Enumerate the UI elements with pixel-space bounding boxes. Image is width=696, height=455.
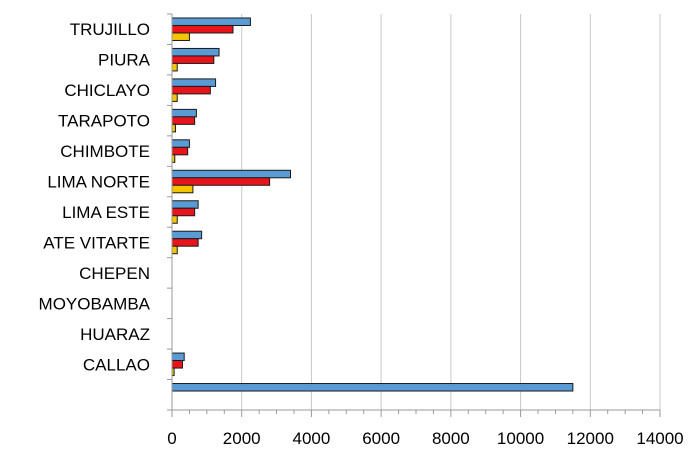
bar (171, 352, 185, 362)
bar (171, 184, 194, 194)
bar (171, 238, 199, 247)
category-label: HUARAZ (80, 325, 150, 344)
x-tick-label: 10000 (497, 429, 544, 448)
bar (171, 93, 178, 102)
x-tick-label: 12000 (567, 429, 614, 448)
bar (171, 215, 178, 224)
gridlines (241, 14, 661, 410)
bar (171, 85, 211, 95)
bar (171, 383, 574, 392)
bar (171, 78, 217, 87)
x-tick-label: 8000 (432, 429, 470, 448)
bar (171, 169, 292, 179)
category-label: CALLAO (83, 355, 150, 374)
bar-series (171, 17, 574, 392)
bar (171, 55, 215, 64)
bar (171, 245, 178, 255)
bar (171, 177, 271, 186)
x-tick-label: 4000 (293, 429, 331, 448)
bar (171, 116, 196, 125)
x-tick-labels: 0 2000 4000 6000 8000 10000 12000 14000 (167, 429, 683, 448)
category-label: CHIMBOTE (60, 142, 150, 161)
x-tick-label: 2000 (223, 429, 261, 448)
bar (171, 17, 251, 26)
bar (171, 32, 190, 41)
category-label: TRUJILLO (70, 20, 150, 39)
category-label: MOYOBAMBA (39, 294, 151, 313)
bar (171, 200, 199, 209)
category-label: CHEPEN (79, 264, 150, 283)
category-label: CHICLAYO (64, 81, 150, 100)
category-label: LIMA ESTE (62, 203, 150, 222)
bar (171, 108, 197, 118)
bar (171, 47, 220, 57)
x-tick-label: 0 (167, 429, 176, 448)
x-tick-label: 6000 (362, 429, 400, 448)
bar (171, 123, 176, 133)
category-label: PIURA (98, 51, 151, 70)
axes (167, 13, 661, 417)
bar (171, 62, 178, 72)
bar (171, 139, 190, 148)
category-labels: TRUJILLO PIURA CHICLAYO TARAPOTO CHIMBOTE LIM… (39, 20, 151, 374)
bar (171, 24, 234, 34)
category-label: ATE VITARTE (43, 233, 150, 252)
category-label: TARAPOTO (58, 112, 150, 131)
bar (171, 360, 183, 369)
bar (171, 230, 203, 240)
bar (171, 146, 189, 156)
x-tick-label: 14000 (636, 429, 683, 448)
category-label: LIMA NORTE (47, 173, 150, 192)
bar (171, 207, 196, 217)
